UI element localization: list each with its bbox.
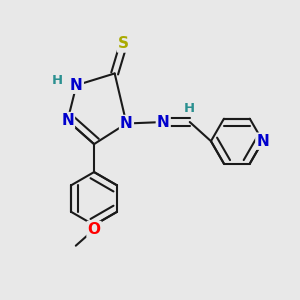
Text: H: H	[52, 74, 63, 87]
Text: N: N	[157, 115, 169, 130]
Text: N: N	[120, 116, 133, 131]
Text: N: N	[256, 134, 269, 149]
Text: O: O	[88, 222, 100, 237]
Text: S: S	[118, 37, 129, 52]
Text: H: H	[184, 102, 195, 115]
Text: N: N	[61, 113, 74, 128]
Text: N: N	[70, 78, 83, 93]
